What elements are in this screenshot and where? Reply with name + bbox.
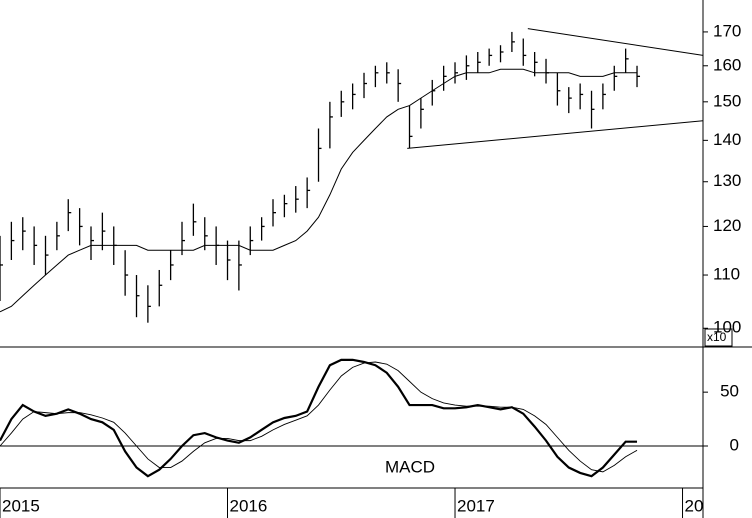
trendline: [407, 120, 704, 149]
macd-line: [0, 361, 638, 473]
trendline: [527, 28, 704, 56]
moving-average: [0, 68, 638, 313]
x-tick-label: 2017: [457, 496, 495, 515]
y-tick-label: 170: [713, 21, 741, 40]
y-tick-label: 120: [713, 216, 741, 235]
y-tick-label: 110: [713, 265, 740, 284]
y-tick-label: 160: [713, 55, 741, 74]
x-tick-label: 2018: [685, 496, 723, 515]
x-tick-label: 2016: [230, 496, 268, 515]
y-tick-label: 0: [730, 435, 739, 454]
macd-label: MACD: [385, 457, 435, 476]
y-tick-label: 100: [713, 318, 741, 337]
y-tick-label: 50: [720, 382, 739, 401]
x-tick-label: 2015: [2, 496, 40, 515]
y-tick-label: 150: [713, 91, 741, 110]
scale-note: x10: [707, 330, 727, 344]
macd-line: [0, 358, 638, 478]
y-tick-label: 130: [713, 171, 741, 190]
scale-note-box: [704, 328, 733, 347]
plot-area: 2015 2016 2017 2018: [0, 31, 723, 518]
y-tick-label: 140: [713, 130, 741, 149]
